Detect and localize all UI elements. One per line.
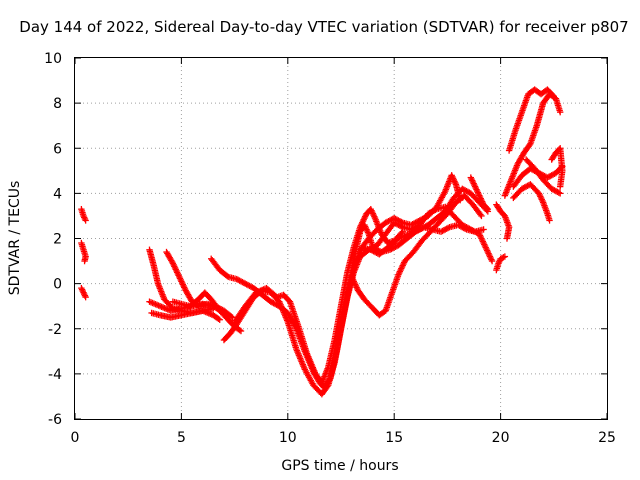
data-point — [82, 293, 89, 301]
x-axis-label: GPS time / hours — [281, 458, 398, 474]
data-point — [556, 190, 564, 197]
y-tick-label: -6 — [48, 412, 62, 428]
data-point — [215, 315, 222, 323]
data-point — [500, 254, 507, 261]
axis-ticks: 0 5 10 15 20 25 -6 -4 -2 0 2 4 6 8 10 — [44, 51, 616, 446]
data-point — [555, 189, 562, 196]
x-tick-label: 15 — [385, 430, 403, 446]
data-point — [488, 257, 496, 265]
data-point — [223, 272, 231, 280]
data-point — [456, 196, 464, 204]
data-point — [501, 253, 509, 260]
y-tick-label: 6 — [53, 141, 62, 157]
chart-title: Day 144 of 2022, Sidereal Day-to-day VTE… — [19, 18, 628, 36]
data-point — [556, 108, 564, 116]
data-point — [236, 326, 243, 334]
y-tick-label: 8 — [53, 96, 62, 112]
data-point — [398, 229, 405, 237]
data-point — [503, 235, 511, 242]
plot-frame — [74, 57, 608, 420]
data-point — [82, 217, 89, 224]
data-point — [477, 211, 484, 218]
data-point — [549, 92, 556, 99]
data-point — [461, 225, 469, 232]
data-point — [550, 93, 557, 100]
data-point — [483, 204, 490, 212]
y-tick-label: 0 — [53, 277, 62, 293]
data-point — [480, 226, 487, 233]
data-point — [324, 383, 331, 390]
data-points — [78, 86, 566, 398]
x-tick-label: 20 — [492, 430, 510, 446]
y-tick-label: 4 — [53, 186, 62, 202]
x-tick-label: 10 — [279, 430, 297, 446]
data-point — [556, 183, 564, 190]
y-tick-label: 2 — [53, 232, 62, 248]
y-axis-label: SDTVAR / TECUs — [7, 181, 23, 296]
x-tick-label: 25 — [598, 430, 616, 446]
grid-lines — [75, 58, 607, 419]
data-point — [478, 212, 485, 220]
x-tick-label: 0 — [71, 430, 80, 446]
y-tick-label: -4 — [48, 367, 62, 383]
y-tick-label: -2 — [48, 322, 62, 338]
data-point — [444, 224, 452, 232]
data-point — [398, 218, 405, 226]
data-point — [237, 327, 245, 335]
data-point — [216, 316, 223, 323]
data-point — [484, 205, 492, 213]
data-point — [228, 313, 235, 320]
y-tick-label: 10 — [44, 51, 62, 67]
data-point — [546, 217, 553, 224]
x-tick-label: 5 — [177, 430, 186, 446]
data-point — [399, 228, 406, 235]
data-point — [81, 257, 88, 265]
